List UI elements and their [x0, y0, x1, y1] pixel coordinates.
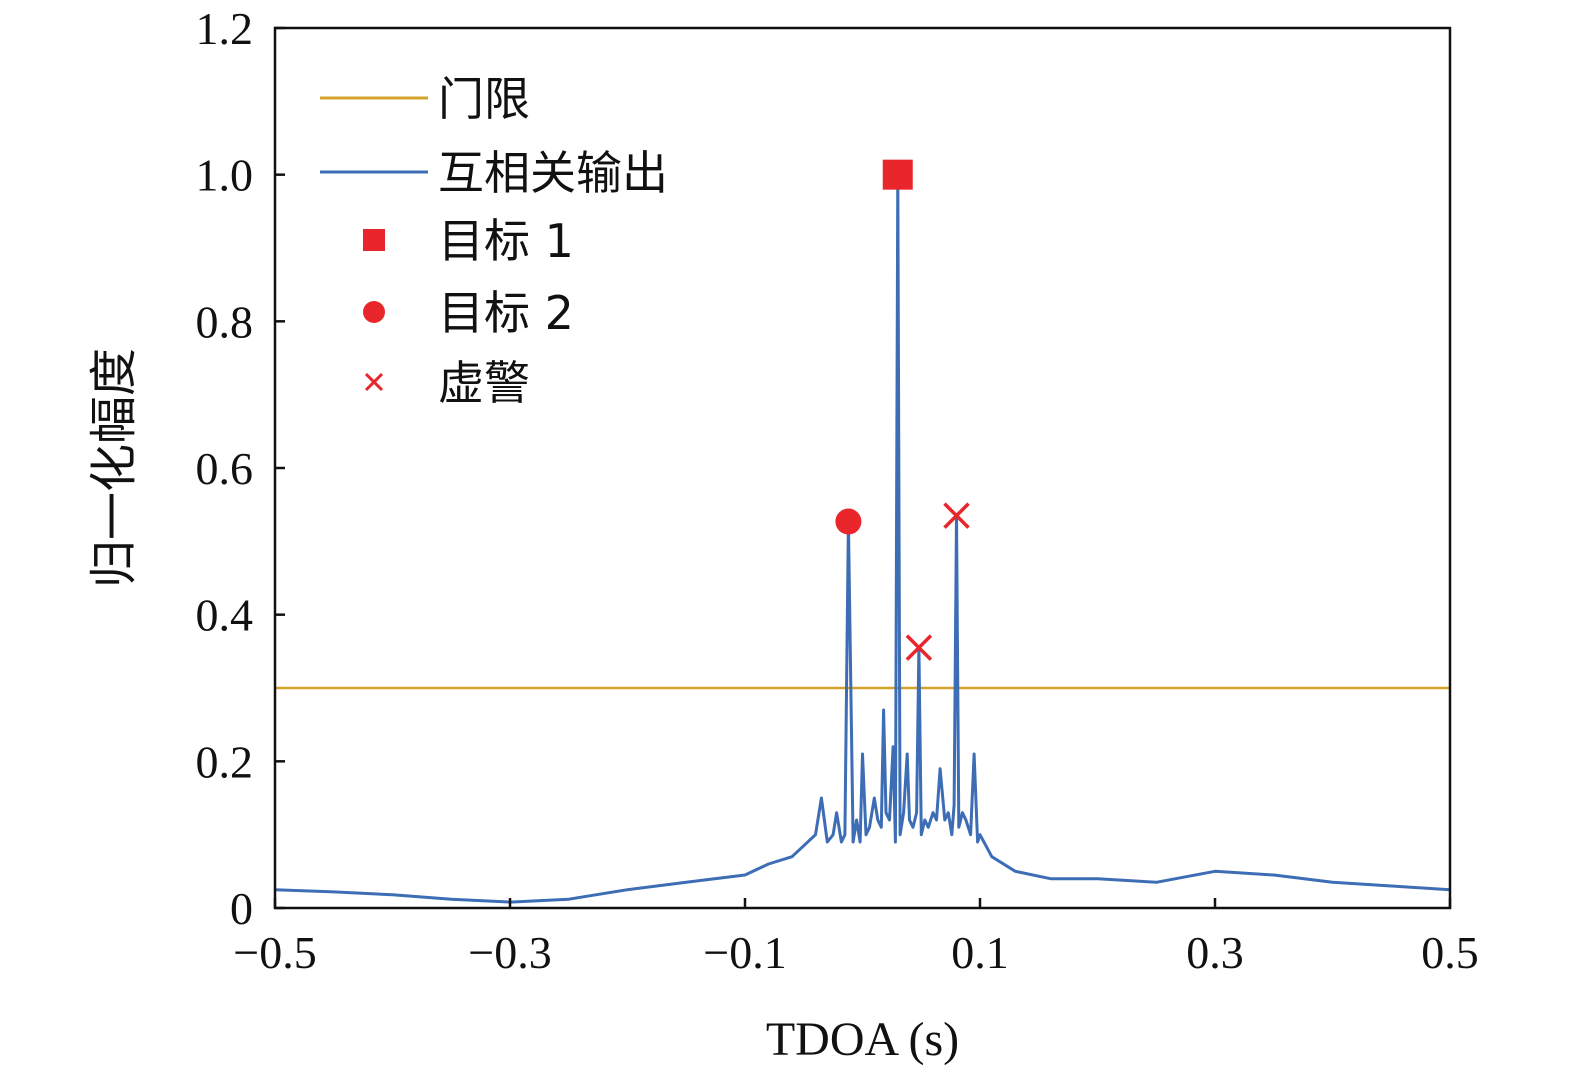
y-tick-label: 0.6: [196, 443, 254, 494]
x-tick-label: −0.3: [468, 927, 551, 978]
legend-square-marker: [363, 229, 385, 251]
legend-label-0: 门限: [438, 72, 530, 126]
legend-label-4: 虚警: [438, 356, 530, 410]
data-layer: [274, 159, 1451, 904]
x-axis-title: TDOA (s): [766, 1013, 959, 1066]
legend-x-marker: [364, 372, 384, 392]
axes-layer: −0.5 −0.3 −0.1 0.1 0.3 0.5 0 0.2 0.4 0.6 0.8 1.0 1.2: [196, 3, 1479, 978]
x-tick-label: 0.5: [1421, 927, 1479, 978]
false-alarm-marker-1: [943, 502, 970, 529]
target-1-marker: [882, 159, 913, 190]
y-axis-title: 归一化幅度: [88, 348, 141, 588]
x-tick-label: 0.3: [1186, 927, 1244, 978]
y-tick-label: 1.0: [196, 150, 254, 201]
x-tick-label: −0.5: [233, 927, 316, 978]
y-tick-label: 0.2: [196, 736, 254, 787]
false-alarm-stroke-b: [943, 502, 970, 529]
legend-label-1: 互相关输出: [438, 146, 668, 200]
target-2-marker: [835, 508, 862, 535]
x-tick-label: 0.1: [951, 927, 1009, 978]
legend-label-2: 目标 1: [438, 214, 574, 268]
y-tick-label: 0: [230, 883, 253, 934]
x-tick-label: −0.1: [703, 927, 786, 978]
y-tick-label: 0.8: [196, 296, 254, 347]
legend-x-stroke-b: [364, 372, 384, 392]
false-alarm-stroke-b: [905, 634, 933, 661]
legend-label-3: 目标 2: [438, 286, 574, 340]
y-tick-label: 1.2: [196, 3, 254, 54]
false-alarm-marker-0: [905, 634, 933, 661]
legend-circle-marker: [363, 301, 385, 323]
y-tick-label: 0.4: [196, 590, 254, 641]
